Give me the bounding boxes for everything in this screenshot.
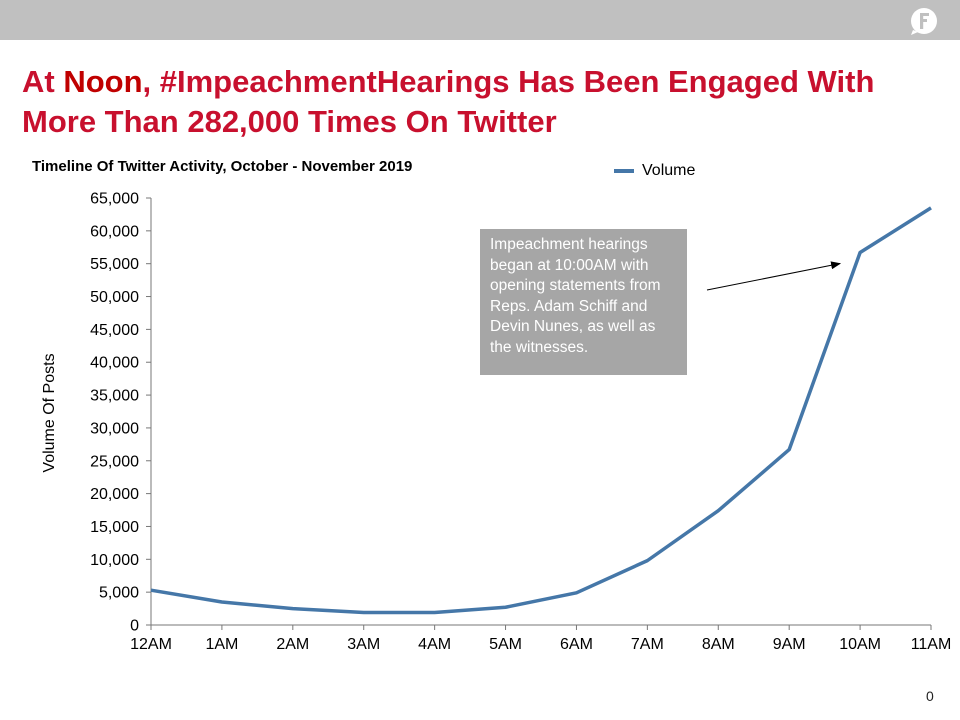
x-tick-label: 10AM bbox=[839, 636, 881, 653]
x-tick-label: 12AM bbox=[130, 636, 172, 653]
legend-swatch bbox=[614, 169, 634, 173]
top-bar bbox=[0, 0, 960, 40]
x-tick-label: 5AM bbox=[489, 636, 522, 653]
y-tick-label: 15,000 bbox=[90, 519, 139, 536]
page-number: 0 bbox=[926, 688, 934, 704]
x-tick-label: 6AM bbox=[560, 636, 593, 653]
title-rest: , #ImpeachmentHearings Has Been Engaged … bbox=[22, 64, 875, 139]
chart-legend: Volume bbox=[614, 161, 695, 181]
x-tick-label: 8AM bbox=[702, 636, 735, 653]
y-tick-label: 30,000 bbox=[90, 420, 139, 437]
y-tick-label: 65,000 bbox=[90, 191, 139, 208]
y-tick-label: 50,000 bbox=[90, 289, 139, 306]
y-tick-label: 0 bbox=[130, 618, 139, 635]
y-tick-label: 55,000 bbox=[90, 256, 139, 273]
series-line-volume bbox=[150, 206, 932, 615]
chart-title: Timeline Of Twitter Activity, October - … bbox=[32, 158, 413, 175]
annotation-callout: Impeachment hearings began at 10:00AM wi… bbox=[480, 229, 687, 375]
y-tick-label: 20,000 bbox=[90, 486, 139, 503]
callout-arrow bbox=[706, 261, 842, 291]
y-tick-label: 40,000 bbox=[90, 355, 139, 372]
legend-label: Volume bbox=[642, 162, 696, 179]
y-tick-label: 25,000 bbox=[90, 453, 139, 470]
y-tick-label: 45,000 bbox=[90, 322, 139, 339]
title-highlight: Noon bbox=[63, 64, 143, 99]
title-lead: At bbox=[22, 64, 64, 99]
x-tick-label: 1AM bbox=[205, 636, 238, 653]
x-tick-label: 4AM bbox=[418, 636, 451, 653]
x-tick-label: 2AM bbox=[276, 636, 309, 653]
page-title: At Noon, #ImpeachmentHearings Has Been E… bbox=[22, 62, 942, 142]
x-tick-label: 3AM bbox=[347, 636, 380, 653]
y-tick-label: 35,000 bbox=[90, 388, 139, 405]
y-tick-label: 5,000 bbox=[99, 585, 139, 602]
x-tick-label: 9AM bbox=[773, 636, 806, 653]
brand-logo-icon bbox=[911, 8, 937, 35]
x-tick-label: 7AM bbox=[631, 636, 664, 653]
y-tick-label: 60,000 bbox=[90, 223, 139, 240]
y-tick-label: 10,000 bbox=[90, 552, 139, 569]
x-tick-label: 11AM bbox=[911, 636, 952, 653]
